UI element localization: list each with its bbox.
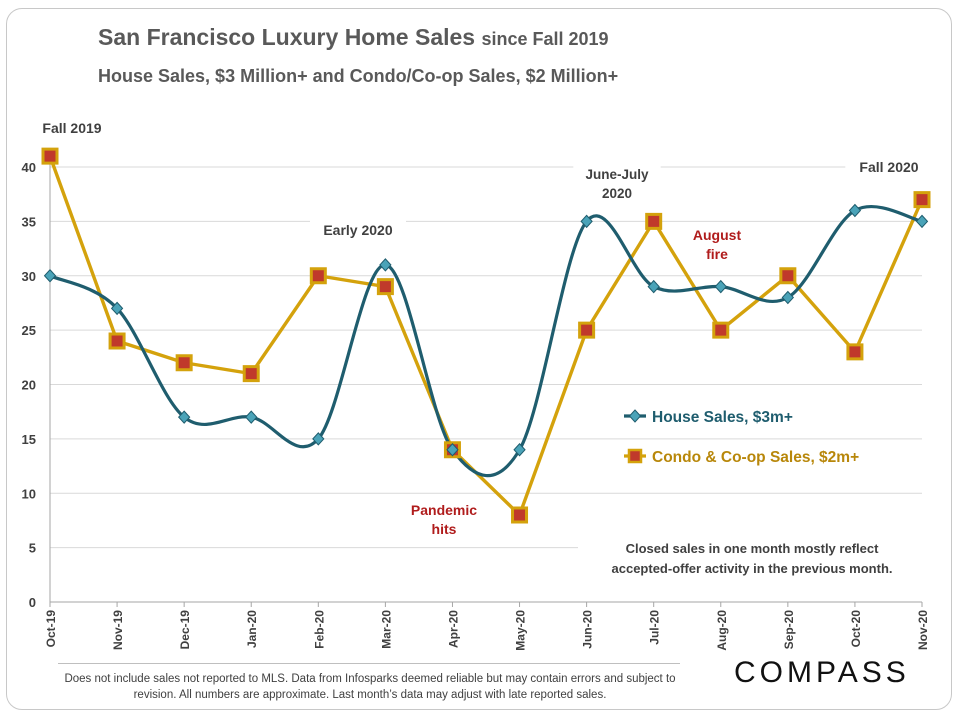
x-tick-label: Sep-20 (782, 610, 796, 650)
legend-house-sales: House Sales, $3m+ (652, 409, 793, 426)
x-tick-label: Dec-19 (178, 610, 192, 650)
annotation-bg (686, 224, 748, 266)
house-sales-point (580, 214, 593, 229)
condo-sales-point (309, 267, 327, 285)
condo-sales-point (712, 321, 730, 339)
x-tick-label: Aug-20 (715, 610, 729, 651)
x-tick-label: Oct-19 (44, 610, 58, 648)
annotation-fall-2020: Fall 2020 (859, 159, 918, 175)
x-tick-label: Nov-19 (111, 610, 125, 650)
y-tick-label: 20 (22, 378, 36, 393)
compass-logo: COMPASS (734, 656, 910, 689)
legend-bg (606, 440, 868, 470)
y-tick-label: 15 (22, 432, 36, 447)
condo-sales-line (48, 155, 924, 517)
legend-bg (606, 400, 868, 430)
annotation-fall-2019: Fall 2019 (42, 120, 101, 136)
y-tick-label: 40 (22, 160, 36, 175)
house-sales-point (177, 410, 191, 424)
condo-sales-point (645, 212, 663, 230)
y-tick-label: 35 (22, 214, 36, 229)
chart-title: San Francisco Luxury Home Sales since Fa… (98, 24, 609, 51)
condo-sales-point (511, 506, 529, 524)
house-sales-point (110, 301, 124, 316)
condo-sales-point (108, 332, 126, 350)
x-tick-label: Nov-20 (916, 610, 930, 650)
house-sales-point (781, 290, 795, 305)
chart-title-suffix: since Fall 2019 (481, 29, 609, 49)
y-tick-label: 30 (22, 269, 36, 284)
condo-sales-point (242, 365, 260, 383)
legend-swatch-marker (628, 409, 642, 423)
annotation-bg (845, 156, 933, 179)
house-sales-line (49, 204, 923, 478)
annotation-bg (404, 499, 484, 541)
condo-sales-point (846, 343, 864, 361)
legend-condo-sales: Condo & Co-op Sales, $2m+ (652, 449, 859, 466)
slide-frame (6, 8, 952, 710)
chart-note: Closed sales in one month mostly reflect… (612, 541, 893, 576)
house-sales-point (312, 432, 325, 446)
footnote-divider (58, 663, 680, 664)
house-sales-point (714, 279, 727, 294)
x-tick-label: Apr-20 (446, 610, 460, 648)
house-sales-point (379, 258, 392, 272)
house-sales-point (915, 214, 929, 229)
x-tick-label: Oct-20 (849, 610, 863, 648)
x-tick-label: Feb-20 (312, 610, 326, 649)
annotation-bg (28, 117, 116, 140)
condo-sales-point (376, 278, 394, 296)
y-tick-label: 0 (29, 595, 36, 610)
chart-title-main: San Francisco Luxury Home Sales (98, 24, 476, 50)
annotation-august-fire: August fire (693, 227, 742, 262)
annotation-pandemic-hits: Pandemic hits (411, 502, 477, 537)
condo-sales-point (175, 354, 193, 372)
chart-subtitle: House Sales, $3 Million+ and Condo/Co-op… (98, 66, 619, 86)
house-sales-point (245, 410, 258, 424)
house-sales-point (43, 269, 57, 283)
y-tick-label: 10 (22, 486, 36, 501)
annotation-early-2020: Early 2020 (323, 222, 392, 238)
x-tick-label: Mar-20 (379, 610, 393, 649)
condo-sales-point (41, 147, 59, 165)
house-sales-point (647, 279, 660, 294)
x-tick-label: May-20 (514, 610, 528, 651)
x-tick-label: Jul-20 (648, 610, 662, 645)
y-tick-label: 5 (29, 541, 36, 556)
x-tick-label: Jan-20 (245, 610, 259, 648)
annotation-june-july-2020: June-July 2020 (585, 167, 649, 201)
x-tick-label: Jun-20 (581, 610, 595, 649)
house-sales-point (848, 203, 862, 218)
house-sales-point (513, 443, 526, 457)
legend-swatch-marker (627, 448, 643, 464)
condo-sales-point (578, 321, 596, 339)
note-bg (578, 534, 922, 580)
footnote: Does not include sales not reported to M… (64, 673, 676, 701)
house-sales-point (446, 443, 459, 457)
annotation-bg (310, 219, 406, 242)
condo-sales-point (779, 267, 797, 285)
annotation-bg (573, 163, 661, 205)
condo-sales-point (913, 191, 931, 209)
y-tick-label: 25 (22, 323, 36, 338)
